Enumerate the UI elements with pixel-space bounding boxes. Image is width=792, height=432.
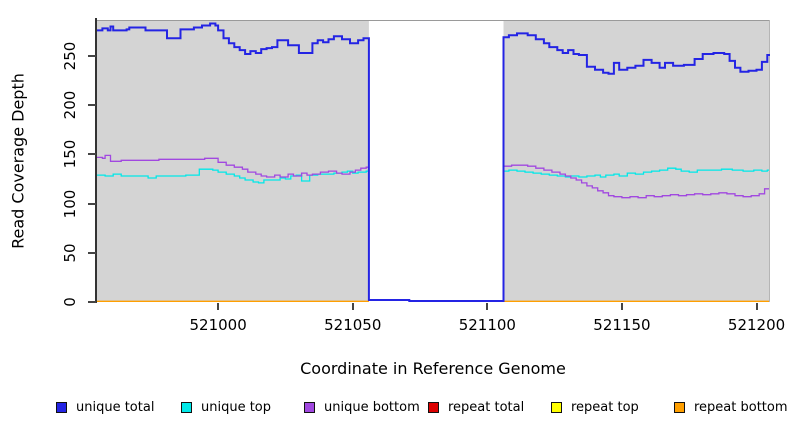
legend-label: unique bottom: [324, 399, 420, 415]
x-axis-tick: [620, 303, 623, 310]
y-axis-tick: [88, 55, 96, 57]
repeat-bottom-swatch-icon: [674, 401, 685, 413]
legend-item-unique-bottom: unique bottom: [304, 399, 420, 415]
legend-label: repeat total: [448, 399, 525, 415]
y-axis-line: [95, 18, 97, 303]
legend-item-repeat-total: repeat total: [428, 399, 524, 415]
legend-item-repeat-bottom: repeat bottom: [674, 399, 788, 415]
x-axis-title: Coordinate in Reference Genome: [300, 359, 566, 378]
x-axis-tick: [351, 303, 354, 310]
x-tick-label: 521100: [458, 316, 516, 334]
x-tick-label: 521000: [189, 316, 247, 334]
y-axis-title: Read Coverage Depth: [8, 73, 28, 249]
x-axis-tick: [217, 303, 220, 310]
repeat-total-swatch-icon: [428, 401, 439, 413]
series-line-unique-total: [97, 22, 770, 302]
unique-bottom-swatch-icon: [304, 401, 315, 413]
legend-label: repeat top: [571, 399, 639, 415]
y-tick-label: 250: [61, 41, 79, 71]
series-line-unique-top: [97, 167, 770, 184]
masked-region: [368, 21, 504, 302]
x-axis-tick: [486, 303, 489, 310]
x-tick-label: 521150: [593, 316, 651, 334]
y-tick-label: 150: [61, 140, 79, 169]
y-tick-label: 200: [61, 90, 79, 120]
legend-item-repeat-top: repeat top: [551, 399, 639, 415]
y-axis-tick: [88, 301, 96, 303]
repeat-top-swatch-icon: [551, 401, 562, 413]
y-tick-label: 50: [61, 243, 79, 263]
unique-top-swatch-icon: [181, 401, 192, 413]
legend-label: unique total: [76, 399, 155, 415]
x-axis-tick: [755, 303, 758, 310]
plot-area: [97, 20, 770, 302]
y-axis-tick: [88, 251, 96, 254]
y-axis-tick: [88, 104, 96, 107]
y-tick-label: 100: [61, 189, 79, 218]
unique-total-swatch-icon: [56, 401, 67, 413]
y-axis-tick: [88, 202, 96, 205]
x-tick-label: 521050: [324, 316, 382, 334]
y-axis-tick: [88, 153, 96, 156]
legend-item-unique-top: unique top: [181, 399, 271, 415]
y-tick-label: 0: [61, 297, 79, 307]
legend-label: repeat bottom: [694, 399, 788, 415]
series-line-unique-bottom: [97, 154, 770, 199]
x-tick-label: 521200: [727, 316, 786, 334]
legend-label: unique top: [201, 399, 272, 415]
legend-item-unique-total: unique total: [56, 399, 154, 415]
